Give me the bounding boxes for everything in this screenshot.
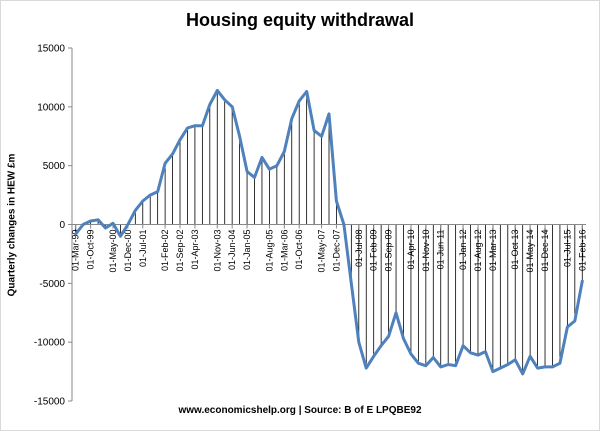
x-tick-label: 01-Jan-12 [458, 230, 468, 271]
axes [71, 48, 586, 401]
x-tick-label: 01-Jul-08 [354, 230, 364, 268]
x-tick-label: 01-Jun-11 [436, 230, 446, 270]
y-tick-label: -10000 [34, 338, 66, 349]
y-tick-label: -15000 [34, 397, 66, 408]
x-tick-label: 01-Jul-15 [562, 230, 572, 268]
y-tick-label: 15000 [37, 44, 65, 55]
source-note: www.economicshelp.org | Source: B of E L… [178, 405, 422, 416]
x-tick-label: 01-Aug-05 [264, 230, 274, 272]
x-tick-label: 01-Jan-05 [242, 230, 252, 271]
x-tick-label: 01-May-00 [108, 230, 118, 273]
x-tick-label: 01-Mar-13 [488, 230, 498, 272]
x-tick-label: 01-Apr-03 [190, 230, 200, 270]
chart-title: Housing equity withdrawal [185, 10, 414, 30]
x-tick-label: 01-May-14 [525, 230, 535, 273]
drop-lines [75, 90, 583, 374]
y-tick-label: 5000 [43, 161, 66, 172]
x-tick-label: 01-Dec-14 [540, 230, 550, 272]
x-tick-label: 01-May-07 [317, 230, 327, 273]
x-tick-label: 01-Jul-01 [138, 230, 148, 268]
x-tick-label: 01-Mar-06 [279, 230, 289, 272]
x-tick-label: 01-Oct-13 [510, 230, 520, 270]
x-tick-label: 01-Nov-10 [421, 230, 431, 272]
y-tick-label: 0 [59, 220, 65, 231]
x-tick-label: 01-Apr-10 [406, 230, 416, 270]
y-tick-labels: 15000 10000 5000 0 -5000 -10000 -15000 [34, 44, 72, 408]
x-tick-label: 01-Mar-99 [71, 230, 81, 272]
y-tick-label: -5000 [39, 279, 65, 290]
x-tick-label: 01-Dec-07 [331, 230, 341, 272]
series-layer [74, 88, 584, 376]
x-tick-label: 01-Feb-02 [160, 230, 170, 272]
x-tick-label: 01-Feb-16 [577, 230, 587, 272]
y-tick-label: 10000 [37, 102, 65, 113]
x-tick-labels: 01-Mar-99 01-Oct-99 01-May-00 01-Dec-00 01-J… [71, 224, 587, 273]
x-tick-label: 01-Oct-06 [294, 230, 304, 270]
x-tick-label: 01-Sep-09 [384, 230, 394, 272]
x-tick-label: 01-Feb-09 [369, 230, 379, 272]
x-tick-label: 01-Nov-03 [212, 230, 222, 272]
x-tick-label: 01-Dec-00 [123, 230, 133, 272]
x-tick-label: 01-Sep-02 [175, 230, 185, 272]
x-tick-label: 01-Oct-99 [86, 230, 96, 270]
x-tick-label: 01-Jun-04 [227, 230, 237, 271]
x-tick-label: 01-Aug-12 [473, 230, 483, 272]
